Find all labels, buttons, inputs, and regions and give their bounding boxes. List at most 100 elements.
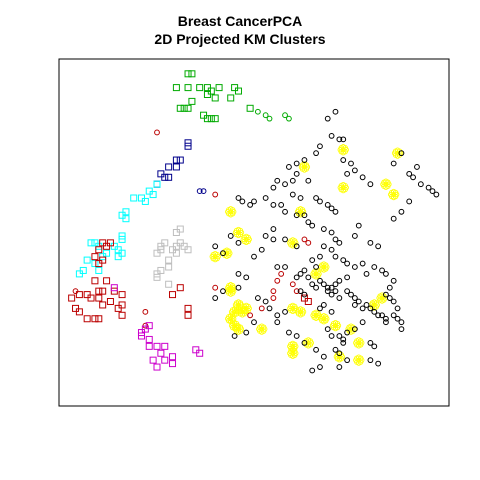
- data-point: [282, 236, 288, 243]
- data-point: [165, 163, 173, 171]
- data-point: [270, 184, 277, 191]
- data-point: [344, 329, 351, 336]
- data-point: [176, 104, 184, 112]
- data-point: [383, 271, 389, 277]
- data-point: [336, 136, 343, 143]
- data-point: [153, 342, 161, 350]
- data-point: [379, 312, 385, 319]
- data-point: [310, 309, 322, 321]
- data-point: [375, 312, 382, 319]
- data-point: [340, 157, 347, 163]
- data-point: [294, 306, 307, 318]
- data-point: [351, 326, 358, 333]
- data-point: [313, 150, 319, 157]
- data-point: [83, 315, 91, 323]
- data-point: [87, 239, 95, 247]
- data-point: [172, 163, 180, 171]
- data-point: [324, 326, 331, 333]
- data-point: [388, 188, 400, 201]
- data-point: [99, 287, 107, 295]
- data-point: [95, 266, 103, 274]
- data-point: [118, 311, 126, 319]
- data-point: [313, 346, 319, 353]
- data-point: [95, 294, 103, 302]
- data-point: [211, 115, 219, 123]
- data-point: [282, 112, 288, 119]
- data-point: [200, 188, 207, 195]
- data-point: [103, 242, 111, 250]
- data-point: [318, 261, 330, 273]
- data-point: [282, 208, 288, 215]
- data-point: [317, 253, 323, 260]
- data-point: [348, 291, 354, 298]
- data-point: [153, 180, 161, 188]
- data-point: [310, 268, 322, 280]
- data-point: [363, 302, 370, 308]
- data-point: [278, 202, 285, 208]
- data-marks: [68, 70, 440, 374]
- data-point: [169, 291, 177, 299]
- data-point: [243, 274, 250, 281]
- data-point: [293, 160, 300, 167]
- data-point: [95, 315, 103, 323]
- data-point: [429, 188, 436, 195]
- data-point: [274, 264, 281, 270]
- data-point: [145, 322, 153, 330]
- data-point: [293, 170, 300, 177]
- data-point: [351, 264, 358, 270]
- data-point: [293, 212, 300, 219]
- data-point: [340, 336, 347, 343]
- data-point: [301, 236, 308, 243]
- data-point: [220, 250, 226, 257]
- data-point: [209, 250, 221, 263]
- data-point: [301, 291, 308, 298]
- data-point: [239, 198, 246, 205]
- data-point: [305, 177, 312, 184]
- data-point: [367, 340, 374, 346]
- data-point: [287, 237, 299, 249]
- data-point: [282, 181, 288, 188]
- data-point: [386, 284, 393, 291]
- data-point: [390, 298, 397, 305]
- data-point: [184, 70, 192, 78]
- data-point: [293, 288, 300, 295]
- data-point: [368, 299, 380, 311]
- data-point: [142, 308, 149, 315]
- data-point: [234, 87, 242, 95]
- data-point: [286, 164, 292, 170]
- data-point: [95, 260, 103, 268]
- data-point: [232, 226, 245, 239]
- data-point: [298, 161, 311, 173]
- data-point: [176, 156, 184, 164]
- data-point: [351, 233, 358, 239]
- data-point: [83, 256, 91, 264]
- plot-frame: [58, 58, 450, 407]
- data-point: [398, 150, 405, 157]
- data-point: [172, 84, 180, 92]
- data-point: [309, 257, 316, 264]
- data-point: [371, 264, 378, 270]
- data-point: [165, 256, 173, 264]
- data-point: [251, 253, 257, 260]
- data-point: [344, 357, 351, 364]
- data-point: [184, 142, 192, 150]
- data-point: [184, 84, 192, 92]
- data-point: [270, 288, 277, 295]
- data-point: [145, 342, 153, 350]
- data-point: [328, 229, 335, 236]
- data-point: [91, 260, 99, 268]
- data-point: [394, 315, 401, 322]
- data-point: [351, 295, 358, 301]
- data-point: [221, 247, 233, 259]
- data-point: [278, 271, 285, 277]
- data-point: [294, 206, 307, 218]
- data-point: [118, 235, 126, 243]
- data-point: [410, 174, 416, 181]
- data-point: [390, 160, 397, 167]
- data-point: [235, 271, 242, 277]
- data-point: [161, 356, 169, 364]
- data-point: [130, 194, 138, 202]
- data-point: [176, 225, 184, 233]
- data-point: [348, 160, 354, 167]
